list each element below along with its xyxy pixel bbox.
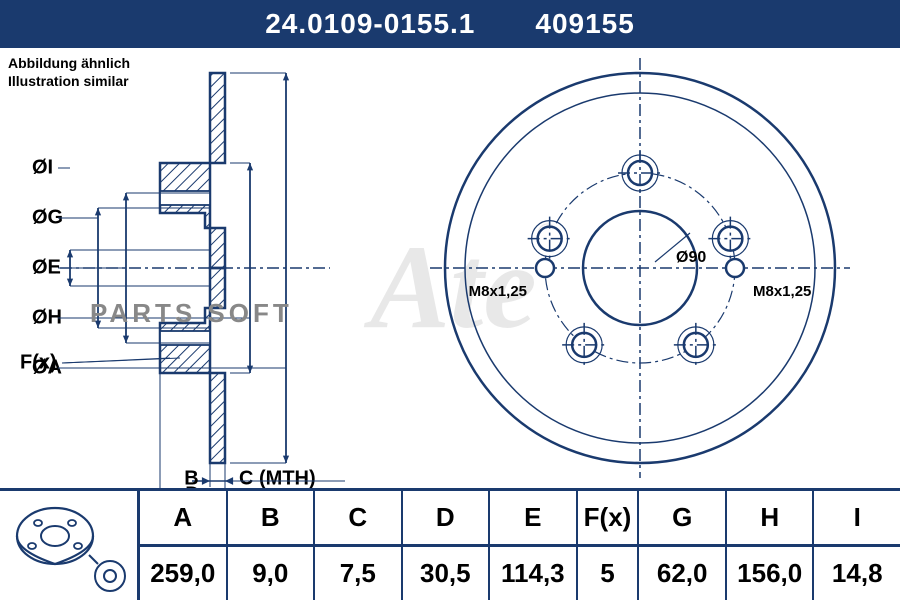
source-watermark: PARTS SOFT: [90, 298, 293, 329]
table-icon-cell: [0, 491, 140, 600]
svg-text:ØE: ØE: [32, 256, 61, 278]
svg-text:C (MTH): C (MTH): [239, 467, 316, 488]
svg-text:ØH: ØH: [32, 306, 62, 328]
cell-value: 14,8: [814, 547, 900, 600]
disc-icon: [0, 491, 140, 600]
specification-table: ABCDEF(x)GHI 259,09,07,530,5114,3562,015…: [0, 488, 900, 600]
svg-text:ØI: ØI: [32, 156, 53, 178]
part-number-primary: 24.0109-0155.1: [265, 8, 475, 40]
technical-drawing: Ø90M8x1,25M8x1,25ØIØGØEØHØAF(x)BC (MTH)D: [0, 48, 900, 488]
column-header: D: [403, 491, 491, 544]
column-header: A: [140, 491, 228, 544]
column-header: H: [727, 491, 815, 544]
column-header: E: [490, 491, 578, 544]
cell-value: 259,0: [140, 547, 228, 600]
svg-text:ØG: ØG: [32, 206, 63, 228]
column-header: I: [814, 491, 900, 544]
cell-value: 5: [578, 547, 640, 600]
drawing-area: Abbildung ähnlich Illustration similar A…: [0, 48, 900, 488]
cell-value: 7,5: [315, 547, 403, 600]
cell-value: 114,3: [490, 547, 578, 600]
cell-value: 62,0: [639, 547, 727, 600]
cell-value: 30,5: [403, 547, 491, 600]
column-header: G: [639, 491, 727, 544]
cell-value: 156,0: [727, 547, 815, 600]
svg-text:M8x1,25: M8x1,25: [469, 283, 527, 300]
table-header-row: ABCDEF(x)GHI: [140, 491, 900, 547]
table-data: ABCDEF(x)GHI 259,09,07,530,5114,3562,015…: [140, 491, 900, 600]
svg-text:M8x1,25: M8x1,25: [753, 283, 811, 300]
column-header: C: [315, 491, 403, 544]
svg-text:F(x): F(x): [20, 351, 57, 373]
table-value-row: 259,09,07,530,5114,3562,0156,014,8: [140, 547, 900, 600]
column-header: F(x): [578, 491, 640, 544]
column-header: B: [228, 491, 316, 544]
cell-value: 9,0: [228, 547, 316, 600]
part-number-secondary: 409155: [535, 8, 634, 40]
header-bar: 24.0109-0155.1 409155: [0, 0, 900, 48]
svg-text:Ø90: Ø90: [676, 249, 706, 266]
